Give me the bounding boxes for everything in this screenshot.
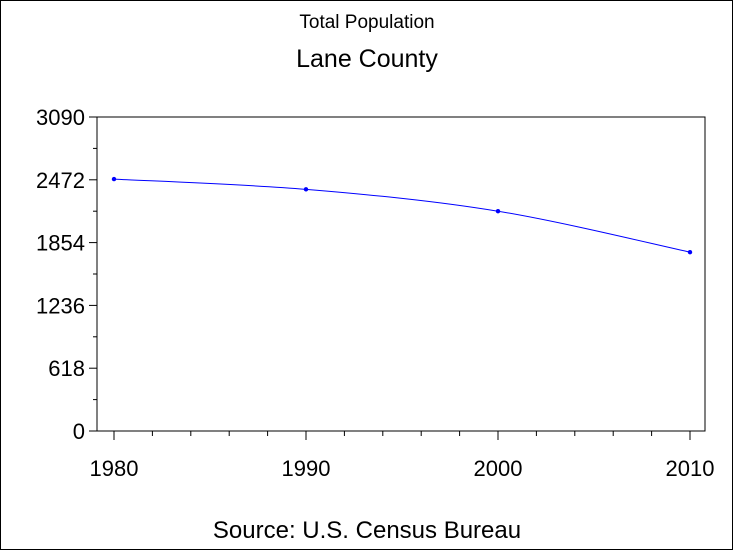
chart-title: Total Population: [299, 12, 434, 33]
data-point: [303, 187, 309, 192]
data-point: [495, 209, 501, 214]
x-tick-label: 2000: [474, 456, 523, 481]
x-axis: 1980 1990 2000 2010: [90, 431, 715, 481]
data-point: [111, 176, 117, 182]
x-tick-label: 1980: [90, 456, 139, 481]
series-line: [113, 178, 691, 253]
source-note: Source: U.S. Census Bureau: [213, 517, 521, 544]
y-axis: 0 618 1236 1854 2472 3090: [36, 105, 97, 444]
y-tick-label: 1854: [36, 231, 85, 256]
x-tick-label: 1990: [282, 456, 331, 481]
x-tick-label: 2010: [666, 456, 715, 481]
y-tick-label: 2472: [36, 168, 85, 193]
series-layer: [111, 176, 693, 255]
y-tick-label: 0: [73, 419, 85, 444]
data-point: [687, 249, 693, 255]
chart-subtitle: Lane County: [296, 45, 438, 73]
plot-area: [96, 116, 706, 432]
y-tick-label: 3090: [36, 105, 85, 130]
y-tick-label: 618: [48, 356, 85, 381]
y-tick-label: 1236: [36, 293, 85, 318]
